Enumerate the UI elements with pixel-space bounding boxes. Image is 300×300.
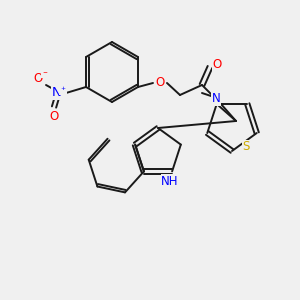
Text: NH: NH — [161, 175, 179, 188]
Text: N: N — [212, 92, 220, 106]
Text: O: O — [212, 58, 222, 70]
Text: $^{-}$: $^{-}$ — [42, 68, 48, 77]
Text: N: N — [52, 86, 62, 100]
Text: O: O — [33, 73, 43, 85]
Text: S: S — [242, 140, 250, 154]
Text: $^{+}$: $^{+}$ — [60, 85, 66, 94]
Text: O: O — [50, 110, 58, 122]
Text: O: O — [155, 76, 165, 89]
